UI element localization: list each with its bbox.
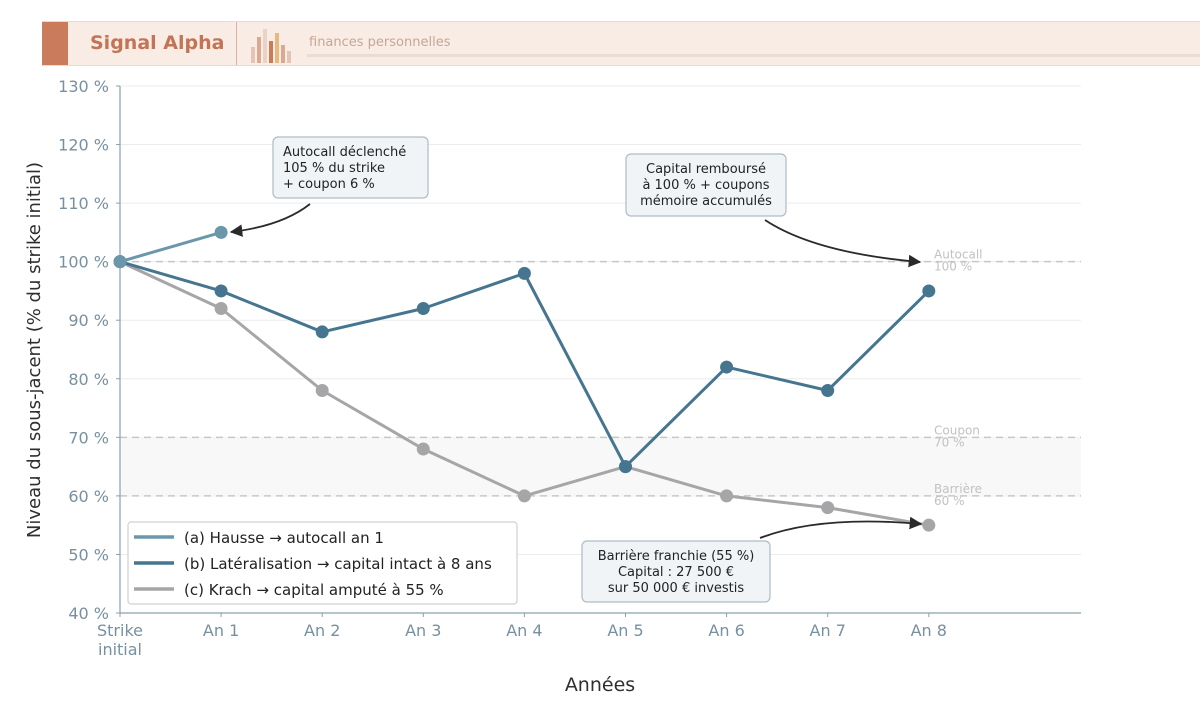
- annotation-box: [272, 136, 429, 199]
- y-tick-labels: 40 % 50 % 60 % 70 % 80 % 90 % 100 % 110 % 120 % 1…: [58, 77, 120, 623]
- legend-label: (b) Latéralisation → capital intact à 8 …: [184, 555, 492, 573]
- x-tick-label: Strike initial: [97, 621, 143, 659]
- reference-lines-layer: Autocall 100 % Coupon 70 % Barrière 60 %: [120, 248, 1081, 508]
- data-point: [720, 489, 734, 503]
- data-point: [720, 360, 734, 374]
- x-tick-label: An 8: [911, 621, 947, 640]
- data-point: [922, 518, 936, 532]
- tagline-underline: [307, 54, 1200, 57]
- annotation-arrow: [764, 219, 922, 268]
- y-tick-label: 120 %: [58, 136, 109, 155]
- x-tick-label: An 4: [506, 621, 542, 640]
- data-point: [517, 266, 531, 280]
- data-point: [214, 302, 228, 316]
- annotation-arrow: [229, 203, 311, 237]
- data-point: [416, 302, 430, 316]
- brand-name: Signal Alpha: [90, 32, 225, 54]
- series-layer: [113, 225, 936, 532]
- data-point: [214, 225, 228, 239]
- series-line: [119, 260, 930, 469]
- reference-line-label: Coupon 70 %: [934, 423, 980, 449]
- coupon-barrier-band: [120, 437, 1081, 496]
- x-tick-label: An 2: [304, 621, 340, 640]
- annotations-layer: Autocall déclenché 105 % du strike + coupo…: [229, 136, 923, 603]
- y-tick-label: 60 %: [68, 487, 109, 506]
- y-tick-label: 50 %: [68, 545, 109, 564]
- y-tick-label: 90 %: [68, 311, 109, 330]
- data-point: [315, 383, 329, 397]
- shaded-band-layer: [120, 437, 1081, 496]
- data-point: [922, 284, 936, 298]
- data-point: [517, 489, 531, 503]
- x-tick-label: An 5: [607, 621, 643, 640]
- y-tick-label: 110 %: [58, 194, 109, 213]
- y-axis-label: Niveau du sous-jacent (% du strike initi…: [24, 162, 45, 538]
- legend-box: [127, 521, 518, 605]
- reference-line-label: Autocall 100 %: [934, 248, 982, 274]
- data-point: [214, 284, 228, 298]
- data-point: [315, 325, 329, 339]
- data-point: [113, 255, 127, 269]
- x-tick-label: An 1: [203, 621, 239, 640]
- legend-label: (a) Hausse → autocall an 1: [184, 529, 384, 547]
- bar-chart-logo-icon: [251, 29, 291, 63]
- annotation-box: [625, 153, 787, 217]
- x-tick-label: An 6: [708, 621, 744, 640]
- legend-label: (c) Krach → capital amputé à 55 %: [184, 581, 444, 599]
- annotation-text: Barrière franchie (55 %) Capital : 27 500…: [598, 549, 755, 596]
- axes-layer: [119, 86, 1081, 614]
- x-axis-label: Années: [565, 674, 635, 696]
- data-point: [821, 383, 835, 397]
- x-tick-label: An 3: [405, 621, 441, 640]
- y-tick-label: 70 %: [68, 428, 109, 447]
- legend: (a) Hausse → autocall an 1 (b) Latéralisa…: [127, 521, 518, 605]
- header-banner: Signal Alpha finances personnelles: [42, 21, 1200, 66]
- x-tick-labels: Strike initial An 1 An 2 An 3 An 4 An 5 An 6 An …: [97, 613, 947, 659]
- data-point: [821, 501, 835, 515]
- y-tick-label: 100 %: [58, 253, 109, 272]
- annotation-box: [581, 540, 771, 603]
- reference-line-label: Barrière 60 %: [934, 482, 982, 508]
- data-point: [416, 442, 430, 456]
- tagline: finances personnelles: [309, 35, 451, 50]
- data-point: [619, 460, 632, 474]
- x-tick-label: An 7: [810, 621, 846, 640]
- y-tick-label: 40 %: [68, 604, 109, 623]
- series-line: [119, 230, 222, 264]
- annotation-text: Autocall déclenché 105 % du strike + coupo…: [283, 145, 406, 192]
- y-tick-label: 130 %: [58, 77, 109, 96]
- y-tick-label: 80 %: [68, 370, 109, 389]
- header-divider: [236, 22, 237, 65]
- brand-color-block: [42, 22, 68, 65]
- annotation-arrow: [759, 516, 923, 539]
- annotation-text: Capital remboursé à 100 % + coupons mémoir…: [640, 162, 772, 209]
